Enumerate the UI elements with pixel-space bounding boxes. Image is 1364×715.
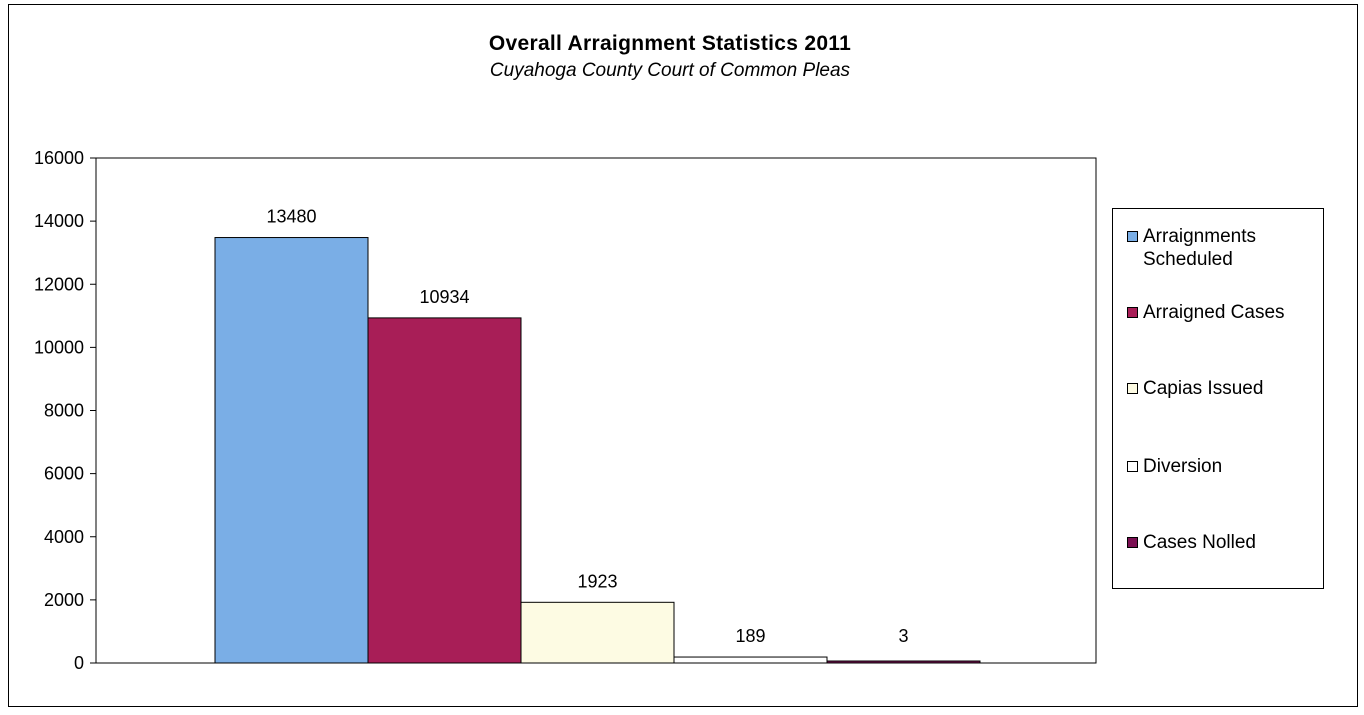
legend-label: Arraignments Scheduled bbox=[1143, 226, 1256, 270]
bar-arraignments-scheduled bbox=[214, 237, 369, 664]
legend-item-arraignments-scheduled: Arraignments Scheduled bbox=[1127, 225, 1318, 271]
legend-label: Diversion bbox=[1143, 456, 1223, 477]
legend-item-cases-nolled: Cases Nolled bbox=[1127, 531, 1318, 554]
legend-label: Capias Issued bbox=[1143, 378, 1264, 399]
data-label: 189 bbox=[735, 626, 765, 646]
y-tick-label: 8000 bbox=[44, 401, 84, 421]
legend-swatch bbox=[1127, 383, 1138, 394]
y-tick-label: 0 bbox=[74, 653, 84, 673]
legend-item-diversion: Diversion bbox=[1127, 455, 1318, 478]
legend-swatch bbox=[1127, 461, 1138, 472]
legend-item-arraigned-cases: Arraigned Cases bbox=[1127, 301, 1318, 324]
legend-swatch bbox=[1127, 307, 1138, 318]
bar-diversion bbox=[673, 656, 828, 664]
data-label: 13480 bbox=[266, 207, 316, 227]
legend-swatch bbox=[1127, 537, 1138, 548]
y-tick-label: 16000 bbox=[34, 148, 84, 168]
chart-title: Overall Arraignment Statistics 2011 bbox=[488, 32, 852, 55]
y-tick-label: 4000 bbox=[44, 527, 84, 547]
data-label: 3 bbox=[898, 626, 908, 646]
chart-subtitle: Cuyahoga County Court of Common Pleas bbox=[489, 60, 851, 81]
legend-item-capias-issued: Capias Issued bbox=[1127, 377, 1318, 400]
chart-legend: Arraignments Scheduled Arraigned Cases C… bbox=[1112, 208, 1324, 589]
data-label: 10934 bbox=[419, 287, 469, 307]
legend-label: Arraigned Cases bbox=[1143, 302, 1285, 323]
legend-label: Cases Nolled bbox=[1143, 532, 1256, 553]
y-tick-label: 12000 bbox=[34, 274, 84, 294]
y-tick-label: 2000 bbox=[44, 590, 84, 610]
y-tick-label: 14000 bbox=[34, 211, 84, 231]
y-tick-label: 6000 bbox=[44, 464, 84, 484]
bar-arraigned-cases bbox=[367, 317, 522, 664]
data-label: 1923 bbox=[577, 571, 617, 591]
legend-swatch bbox=[1127, 231, 1138, 242]
y-tick-label: 10000 bbox=[34, 337, 84, 357]
bar-capias-issued bbox=[520, 601, 675, 664]
